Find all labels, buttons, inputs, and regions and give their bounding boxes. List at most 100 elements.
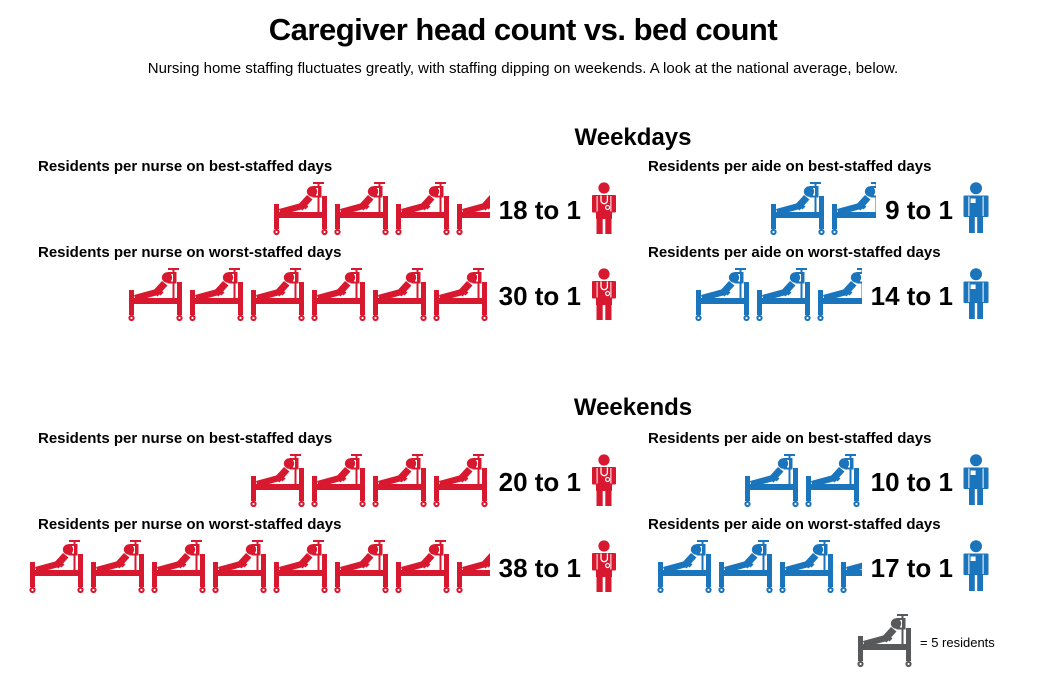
- nurse-icon: [588, 454, 620, 508]
- pictogram-row: Residents per nurse on best-staffed days…: [38, 158, 620, 236]
- bed-icon: [333, 538, 391, 594]
- bed-icon: [830, 180, 876, 236]
- icon-row: 38 to 1: [38, 536, 620, 594]
- aide-figure: [960, 454, 992, 508]
- bed-icon: [394, 180, 452, 236]
- bed-icon: [150, 538, 208, 594]
- bed-icon: [249, 452, 307, 508]
- row-label: Residents per nurse on worst-staffed day…: [38, 516, 342, 533]
- ratio-label: 10 to 1: [870, 467, 953, 497]
- bed-icon: [28, 538, 86, 594]
- legend-label: = 5 residents: [920, 634, 995, 650]
- aide-icon: [960, 540, 992, 594]
- bed-icons: [769, 180, 876, 236]
- aide-icon: [960, 268, 992, 322]
- nurse-figure: [588, 454, 620, 508]
- bed-icon: [432, 266, 490, 322]
- section-heading-weekdays: Weekdays: [574, 124, 692, 151]
- row-label: Residents per nurse on worst-staffed day…: [38, 244, 342, 261]
- partial-bed-icon: [816, 266, 862, 322]
- bed-icon: [432, 452, 490, 508]
- aide-figure: [960, 182, 992, 236]
- bed-icon: [839, 538, 862, 594]
- nurse-icon: [588, 182, 620, 236]
- bed-icon: [333, 180, 391, 236]
- legend: = 5 residents: [856, 612, 995, 668]
- row-label: Residents per nurse on best-staffed days: [38, 158, 333, 175]
- pictogram-row: Residents per aide on worst-staffed days…: [648, 516, 992, 594]
- bed-icon: [717, 538, 775, 594]
- row-label: Residents per aide on worst-staffed days: [648, 244, 941, 261]
- bed-icon: [127, 266, 185, 322]
- aide-figure: [960, 540, 992, 594]
- bed-icon: [272, 180, 330, 236]
- partial-bed-icon: [455, 180, 490, 236]
- icon-row: 14 to 1: [648, 264, 992, 322]
- subtitle: Nursing home staffing fluctuates greatly…: [147, 60, 899, 77]
- bed-icons: [272, 180, 490, 236]
- hospital-bed-icon: [856, 612, 914, 668]
- bed-icon: [272, 538, 330, 594]
- icon-row: 18 to 1: [38, 178, 620, 236]
- bed-icons: [694, 266, 862, 322]
- ratio-label: 14 to 1: [870, 281, 953, 311]
- bed-icon: [769, 180, 827, 236]
- bed-icon: [371, 452, 429, 508]
- bed-icon: [310, 452, 368, 508]
- row-label: Residents per aide on worst-staffed days: [648, 516, 941, 533]
- partial-bed-icon: [839, 538, 862, 594]
- icon-row: 20 to 1: [38, 450, 620, 508]
- nurse-icon: [588, 268, 620, 322]
- bed-icon: [371, 266, 429, 322]
- bed-icon: [755, 266, 813, 322]
- nurse-icon: [588, 540, 620, 594]
- bed-icon: [778, 538, 836, 594]
- bed-icons: [28, 538, 490, 594]
- aide-figure: [960, 268, 992, 322]
- bed-icon: [455, 180, 490, 236]
- bed-icons: [656, 538, 862, 594]
- bed-icon: [211, 538, 269, 594]
- pictogram-row: Residents per aide on best-staffed days …: [648, 430, 992, 508]
- ratio-label: 18 to 1: [498, 195, 581, 225]
- bed-icon: [188, 266, 246, 322]
- hospital-bed-icon: [856, 612, 914, 668]
- bed-icon: [455, 538, 490, 594]
- bed-icon: [804, 452, 862, 508]
- pictogram-row: Residents per nurse on worst-staffed day…: [38, 516, 620, 594]
- ratio-label: 17 to 1: [870, 553, 953, 583]
- partial-bed-icon: [830, 180, 876, 236]
- bed-icon: [816, 266, 862, 322]
- nurse-figure: [588, 268, 620, 322]
- bed-icon: [743, 452, 801, 508]
- icon-row: 10 to 1: [648, 450, 992, 508]
- section-heading-weekends: Weekends: [573, 394, 693, 421]
- aide-icon: [960, 454, 992, 508]
- icon-row: 9 to 1: [648, 178, 992, 236]
- pictogram-row: Residents per aide on best-staffed days …: [648, 158, 992, 236]
- bed-icons: [743, 452, 862, 508]
- page-title: Caregiver head count vs. bed count: [268, 12, 778, 47]
- pictogram-row: Residents per nurse on best-staffed days…: [38, 430, 620, 508]
- row-label: Residents per aide on best-staffed days: [648, 430, 932, 447]
- aide-icon: [960, 182, 992, 236]
- bed-icon: [249, 266, 307, 322]
- icon-row: 30 to 1: [38, 264, 620, 322]
- icon-row: 17 to 1: [648, 536, 992, 594]
- ratio-label: 38 to 1: [498, 553, 581, 583]
- ratio-label: 20 to 1: [498, 467, 581, 497]
- bed-icon: [89, 538, 147, 594]
- bed-icon: [310, 266, 368, 322]
- nurse-figure: [588, 540, 620, 594]
- ratio-label: 9 to 1: [885, 195, 953, 225]
- pictogram-row: Residents per nurse on worst-staffed day…: [38, 244, 620, 322]
- pictogram-row: Residents per aide on worst-staffed days…: [648, 244, 992, 322]
- bed-icon: [656, 538, 714, 594]
- bed-icons: [249, 452, 490, 508]
- row-label: Residents per nurse on best-staffed days: [38, 430, 333, 447]
- row-label: Residents per aide on best-staffed days: [648, 158, 932, 175]
- ratio-label: 30 to 1: [498, 281, 581, 311]
- bed-icon: [694, 266, 752, 322]
- partial-bed-icon: [455, 538, 490, 594]
